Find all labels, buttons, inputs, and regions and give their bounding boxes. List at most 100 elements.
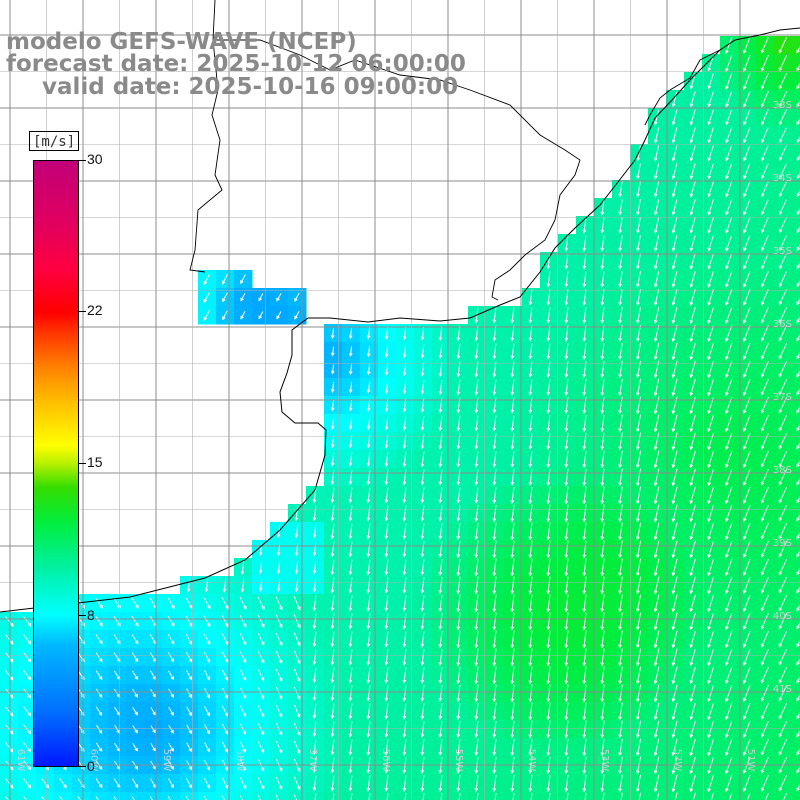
wind-arrow [384, 595, 389, 612]
wind-arrow [725, 271, 733, 288]
wind-arrow [384, 685, 389, 702]
wind-arrow [796, 675, 800, 684]
wind-arrow [636, 594, 642, 613]
wind-arrow [366, 613, 371, 630]
wind-arrow [653, 468, 660, 487]
wind-arrow [743, 774, 751, 792]
wind-arrow [707, 163, 714, 180]
wind-arrow [778, 523, 788, 540]
wind-arrow [653, 432, 660, 451]
wind-arrow [636, 324, 641, 343]
wind-arrow [438, 344, 443, 359]
wind-arrow [420, 685, 425, 702]
wind-arrow [564, 379, 569, 396]
wind-arrow [618, 432, 623, 451]
wind-arrow [671, 450, 678, 469]
wind-arrow [778, 307, 788, 324]
wind-arrow [348, 399, 353, 412]
wind-arrow [384, 381, 389, 394]
wind-arrow [95, 742, 103, 752]
wind-arrow [689, 342, 696, 361]
wind-arrow [796, 747, 800, 756]
wind-arrow [743, 72, 751, 90]
wind-arrow [402, 380, 407, 395]
wind-arrow [348, 667, 353, 684]
wind-arrow [725, 127, 733, 144]
wind-arrow [222, 274, 228, 285]
wind-arrow [456, 325, 461, 342]
wind-arrow [420, 505, 425, 522]
wind-arrow [330, 631, 335, 648]
wind-arrow [760, 559, 769, 576]
wind-arrow [204, 742, 210, 753]
wind-arrow [671, 199, 678, 216]
wind-arrow [653, 306, 660, 324]
wind-arrow [438, 541, 443, 558]
wind-arrow [743, 648, 751, 666]
wind-arrow [456, 594, 461, 613]
wind-arrow [275, 596, 283, 611]
wind-arrow [420, 451, 425, 468]
wind-arrow [22, 615, 32, 627]
wind-arrow [778, 127, 787, 144]
wind-arrow [131, 778, 139, 789]
wind-arrow [689, 271, 696, 288]
wind-arrow [689, 432, 696, 451]
wind-cell [756, 792, 775, 800]
wind-arrow [456, 540, 461, 559]
wind-arrow [760, 649, 769, 666]
wind-arrow [582, 594, 587, 613]
wind-arrow [689, 594, 696, 613]
wind-arrow [293, 686, 301, 701]
wind-arrow [778, 145, 787, 162]
wind-arrow [384, 487, 389, 504]
wind-arrow [528, 630, 533, 649]
wind-arrow [689, 289, 696, 306]
wind-arrow [95, 724, 103, 734]
wind-arrow [275, 668, 283, 682]
wind-arrow [564, 271, 569, 288]
wind-cell [792, 414, 800, 433]
wind-arrow [203, 777, 211, 789]
wind-arrow [725, 594, 733, 612]
wind-arrow [384, 345, 389, 358]
wind-arrow [618, 253, 623, 270]
wind-arrow [257, 651, 265, 664]
wind-arrow [725, 253, 733, 270]
wind-arrow [240, 293, 246, 302]
wind-arrow [653, 289, 660, 306]
wind-arrow [636, 235, 641, 252]
wind-arrow [258, 560, 263, 575]
wind-arrow [95, 706, 103, 716]
wind-arrow [689, 774, 696, 793]
valid-date: valid date: 2025-10-16 09:00:00 [42, 74, 459, 100]
wind-arrow [474, 612, 479, 631]
wind-arrow [778, 451, 788, 468]
wind-arrow [384, 631, 389, 648]
wind-arrow [746, 792, 751, 800]
wind-arrow [4, 706, 14, 717]
wind-arrow [725, 307, 733, 324]
wind-arrow [330, 775, 335, 792]
wind-arrow [778, 163, 787, 180]
wind-arrow [582, 540, 587, 559]
wind-arrow [420, 362, 425, 377]
wind-arrow [760, 469, 769, 486]
wind-arrow [420, 739, 425, 756]
wind-arrow [582, 343, 587, 360]
wind-arrow [689, 666, 696, 684]
wind-arrow [546, 307, 551, 324]
wind-arrow [778, 37, 788, 54]
wind-arrow [456, 721, 461, 738]
wind-arrow [725, 109, 733, 126]
wind-arrow [366, 399, 371, 412]
wind-arrow [312, 524, 317, 539]
wind-arrow [743, 145, 751, 162]
wind-arrow [420, 380, 425, 395]
wind-arrow [636, 217, 641, 234]
wind-arrow [653, 576, 660, 595]
wind-arrow [510, 415, 515, 432]
wind-arrow [602, 792, 605, 800]
wind-arrow [348, 381, 353, 394]
wind-arrow [330, 399, 335, 412]
